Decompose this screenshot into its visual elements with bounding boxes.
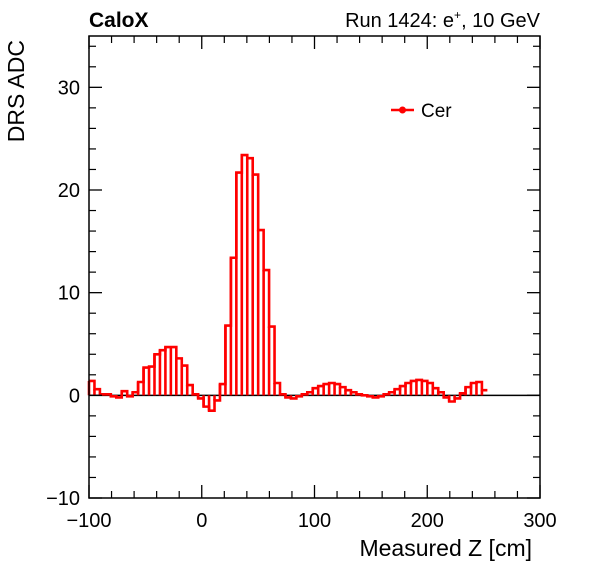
run-info: Run 1424: e+, 10 GeV (345, 8, 541, 32)
legend-label: Cer (421, 101, 452, 122)
plot-area (87, 153, 540, 413)
y-tick-label: 0 (69, 385, 80, 407)
y-tick-label: 30 (58, 77, 80, 99)
x-tick-label: 300 (523, 510, 556, 532)
y-tick-label: 20 (58, 180, 80, 202)
run-info-superscript: + (454, 8, 461, 22)
x-tick-label: 0 (196, 510, 207, 532)
x-axis-title: Measured Z [cm] (359, 535, 532, 561)
legend: Cer (391, 101, 452, 122)
y-tick-label: 10 (58, 283, 80, 305)
y-tick-label: −10 (46, 488, 80, 510)
x-tick-label: 100 (298, 510, 331, 532)
x-tick-label: 200 (411, 510, 444, 532)
legend-marker (399, 106, 406, 114)
x-tick-label: −100 (66, 510, 111, 532)
plot-frame (88, 35, 541, 499)
y-axis-title: DRS ADC (3, 40, 29, 142)
experiment-label: CaloX (89, 9, 149, 32)
